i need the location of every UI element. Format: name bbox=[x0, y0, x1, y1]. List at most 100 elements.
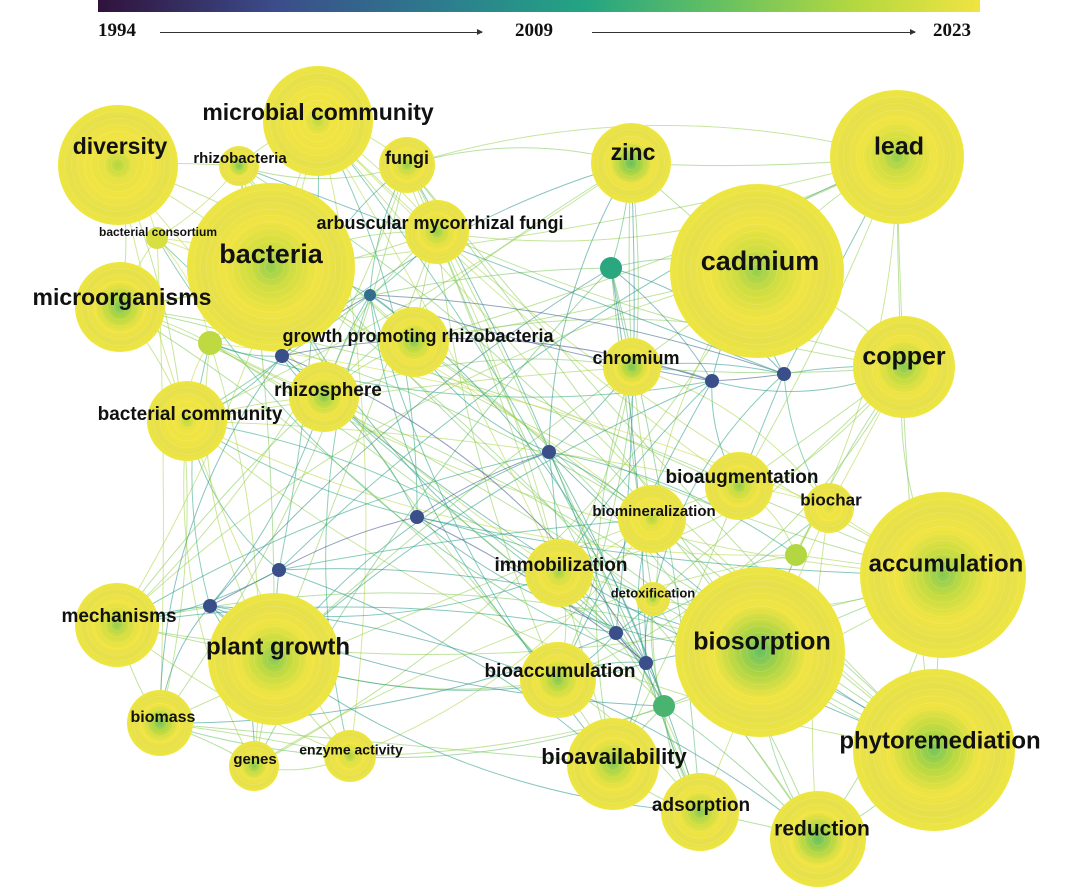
node-biomass[interactable] bbox=[127, 690, 193, 756]
minor-node[interactable] bbox=[272, 563, 286, 577]
edge bbox=[159, 722, 614, 765]
node-label-microbial-community: microbial community bbox=[202, 99, 434, 125]
node-label-bacterial-community: bacterial community bbox=[98, 404, 283, 425]
node-circle bbox=[670, 184, 844, 358]
node-ring bbox=[173, 407, 201, 435]
node-ring bbox=[551, 565, 567, 581]
node-biochar[interactable] bbox=[804, 483, 854, 533]
timeline-legend: 1994 2009 2023 bbox=[0, 0, 1077, 50]
node-ring bbox=[104, 151, 132, 179]
edge bbox=[278, 516, 418, 571]
node-rhizobacteria[interactable] bbox=[219, 146, 259, 186]
node-ring bbox=[396, 324, 432, 360]
node-adsorption[interactable] bbox=[661, 773, 739, 851]
node-ring bbox=[257, 253, 285, 281]
node-bioaccumulation[interactable] bbox=[520, 642, 596, 718]
node-phytoremediation[interactable] bbox=[853, 669, 1015, 831]
edge bbox=[349, 518, 653, 757]
node-genes[interactable] bbox=[229, 741, 279, 791]
node-label-cadmium: cadmium bbox=[701, 246, 820, 276]
node-ring bbox=[218, 214, 324, 320]
edge bbox=[209, 342, 665, 707]
node-ring bbox=[70, 117, 166, 213]
node-circle bbox=[567, 718, 659, 810]
node-ring bbox=[889, 149, 905, 165]
node-ring bbox=[713, 605, 807, 699]
node-ring bbox=[100, 287, 140, 327]
minor-node[interactable] bbox=[705, 374, 719, 388]
node-immobilization[interactable] bbox=[525, 539, 593, 607]
node-mechanisms[interactable] bbox=[75, 583, 159, 667]
node-ring bbox=[865, 328, 943, 406]
node-ring bbox=[707, 599, 813, 705]
node-ring bbox=[876, 136, 918, 178]
node-enzyme-activity[interactable] bbox=[324, 730, 376, 782]
node-rhizosphere[interactable] bbox=[289, 362, 359, 432]
node-bacteria[interactable] bbox=[187, 183, 355, 351]
node-reduction[interactable] bbox=[770, 791, 866, 887]
minor-node[interactable] bbox=[275, 349, 289, 363]
minor-node[interactable] bbox=[198, 331, 222, 355]
node-ring bbox=[617, 149, 645, 177]
edge bbox=[317, 120, 740, 487]
node-ring bbox=[113, 300, 127, 314]
node-ring bbox=[264, 260, 278, 274]
edge bbox=[270, 156, 898, 268]
timeline-end-label: 2023 bbox=[933, 20, 971, 41]
node-bioaugmentation[interactable] bbox=[705, 452, 773, 520]
node-detoxification[interactable] bbox=[636, 582, 670, 616]
node-circle bbox=[289, 362, 359, 432]
minor-node[interactable] bbox=[542, 445, 556, 459]
minor-node[interactable] bbox=[203, 599, 217, 613]
node-ring bbox=[907, 539, 979, 611]
node-ring bbox=[247, 759, 261, 773]
node-plant-growth[interactable] bbox=[208, 593, 340, 725]
node-label-fungi: fungi bbox=[385, 148, 429, 168]
node-ring bbox=[179, 413, 195, 429]
node-lead[interactable] bbox=[830, 90, 964, 224]
node-layer bbox=[58, 66, 1026, 887]
node-biosorption[interactable] bbox=[675, 567, 845, 737]
minor-node[interactable] bbox=[785, 544, 807, 566]
minor-node[interactable] bbox=[364, 289, 376, 301]
node-fungi[interactable] bbox=[379, 137, 435, 193]
node-bioavailability[interactable] bbox=[567, 718, 659, 810]
node-ring bbox=[696, 210, 818, 332]
node-ring bbox=[869, 129, 925, 185]
minor-node[interactable] bbox=[600, 257, 622, 279]
node-ring bbox=[241, 753, 267, 779]
minor-node[interactable] bbox=[639, 656, 653, 670]
node-accumulation[interactable] bbox=[860, 492, 1026, 658]
node-circle bbox=[275, 349, 289, 363]
minor-node[interactable] bbox=[609, 626, 623, 640]
edge bbox=[631, 366, 830, 509]
node-cadmium[interactable] bbox=[670, 184, 844, 358]
node-ring bbox=[389, 147, 425, 183]
edge bbox=[416, 451, 550, 518]
node-zinc[interactable] bbox=[591, 123, 671, 203]
node-arbuscular-mycorrhizal-fungi[interactable] bbox=[405, 200, 469, 264]
edge bbox=[548, 451, 797, 556]
node-biomineralization[interactable] bbox=[618, 485, 686, 553]
node-chromium[interactable] bbox=[603, 338, 661, 396]
node-ring bbox=[676, 190, 838, 352]
node-microbial-community[interactable] bbox=[263, 66, 373, 176]
node-ring bbox=[234, 746, 274, 786]
node-ring bbox=[401, 329, 427, 355]
node-circle bbox=[219, 146, 259, 186]
minor-node[interactable] bbox=[410, 510, 424, 524]
node-ring bbox=[866, 682, 1002, 818]
node-diversity[interactable] bbox=[58, 105, 178, 225]
node-bacterial-consortium[interactable] bbox=[146, 227, 168, 249]
node-ring bbox=[733, 625, 787, 679]
node-growth-promoting-rhizobacteria[interactable] bbox=[379, 307, 449, 377]
node-label-microorganisms: microorganisms bbox=[33, 284, 212, 310]
node-bacterial-community[interactable] bbox=[147, 381, 227, 461]
minor-node[interactable] bbox=[653, 695, 675, 717]
node-ring bbox=[746, 638, 774, 666]
node-label-bioavailability: bioavailability bbox=[541, 744, 687, 769]
node-microorganisms[interactable] bbox=[75, 262, 165, 352]
node-copper[interactable] bbox=[853, 316, 955, 418]
node-ring bbox=[233, 160, 245, 172]
minor-node[interactable] bbox=[777, 367, 791, 381]
